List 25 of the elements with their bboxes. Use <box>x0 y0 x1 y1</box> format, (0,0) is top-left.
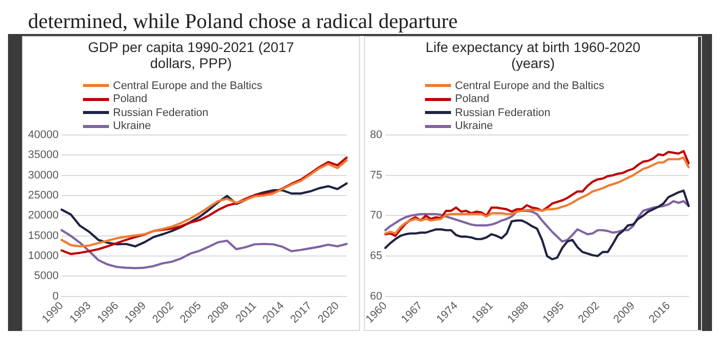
y-tick-label: 30000 <box>28 169 59 182</box>
chart-title: Life expectancy at birth 1960-2020 (years) <box>424 39 642 73</box>
legend-label: Poland <box>455 93 490 106</box>
y-tick-label: 60 <box>370 290 382 302</box>
y-tick-label: 75 <box>370 169 382 182</box>
legend-label: Russian Federation <box>455 106 550 119</box>
legend-label: Ukraine <box>455 120 493 132</box>
legend-label: Russian Federation <box>113 106 208 119</box>
y-tick-label: 80 <box>370 129 382 142</box>
y-tick-label: 25000 <box>28 190 59 202</box>
chart-title: GDP per capita 1990-2021 (2017 dollars, PPP) <box>87 39 295 73</box>
y-tick-label: 0 <box>52 290 59 302</box>
y-tick-label: 20000 <box>28 210 59 222</box>
text: determined, while Poland chose a radical departure <box>28 8 458 34</box>
legend-label: Poland <box>113 93 148 106</box>
legend-label: Central Europe and the Baltics <box>113 80 262 92</box>
legend-label: Ukraine <box>113 120 151 132</box>
legend-label: Central Europe and the Baltics <box>455 80 604 92</box>
y-tick-label: 70 <box>370 210 382 222</box>
y-tick-label: 10000 <box>28 250 59 262</box>
y-tick-label: 40000 <box>28 129 59 142</box>
y-tick-label: 5000 <box>34 270 59 282</box>
y-tick-label: 35000 <box>28 149 59 162</box>
y-tick-label: 15000 <box>28 230 59 242</box>
y-tick-label: 65 <box>370 250 382 262</box>
